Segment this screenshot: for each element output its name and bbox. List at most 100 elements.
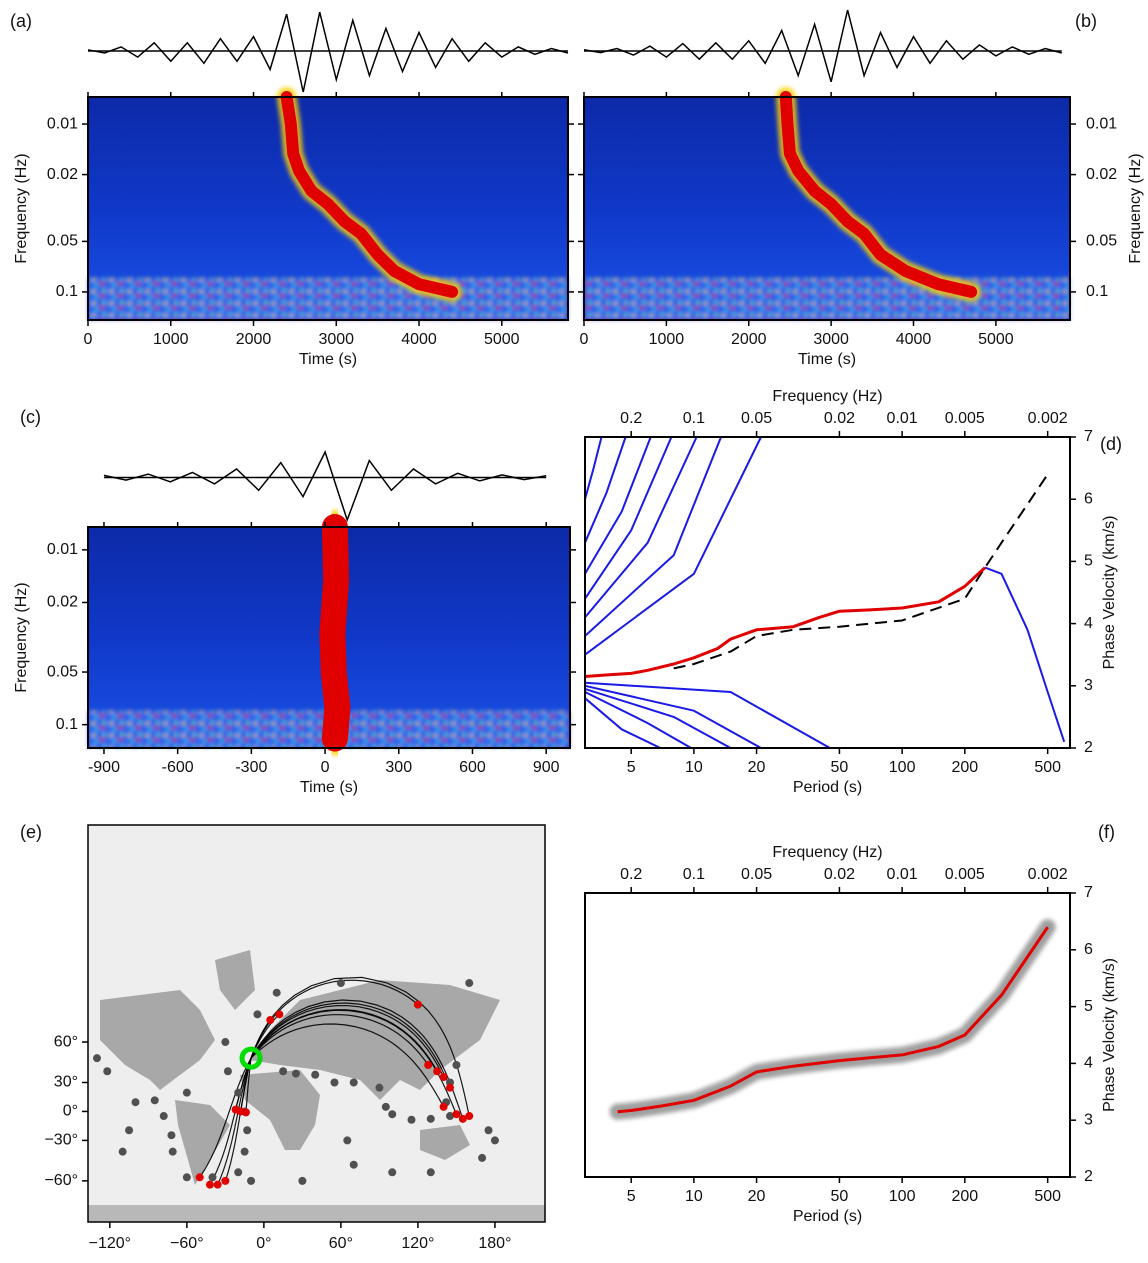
y-axis-title: Frequency (Hz) — [13, 153, 30, 263]
x2-tick-label: 0.002 — [1028, 410, 1068, 427]
ray-path — [250, 1014, 429, 1066]
y-tick-label: 0.01 — [1086, 115, 1117, 132]
series-line — [617, 926, 1049, 1114]
event — [221, 1176, 230, 1185]
series-line — [673, 473, 1049, 670]
x-tick-label: 900 — [533, 759, 560, 776]
x-tick-label: 100 — [889, 1188, 916, 1205]
seismicity-dot — [243, 1126, 252, 1135]
x-tick-label: 500 — [1034, 759, 1061, 776]
x-tick-label: 20 — [748, 759, 766, 776]
panel-label: (c) — [20, 407, 41, 427]
panel-label: (e) — [20, 822, 42, 842]
ray-path — [250, 1002, 451, 1088]
x-tick-label: 200 — [951, 1188, 978, 1205]
x-tick-label: 5000 — [484, 331, 520, 348]
y-tick-label: 6 — [1084, 941, 1093, 958]
event — [439, 1102, 448, 1111]
x-tick-label: 180° — [478, 1235, 511, 1252]
x2-tick-label: 0.02 — [824, 410, 855, 427]
seismicity-dot — [279, 1067, 288, 1076]
map-background — [88, 825, 545, 1222]
y-tick-label: 60° — [54, 1033, 78, 1050]
event — [275, 1010, 284, 1019]
seismicity-dot — [349, 1160, 358, 1169]
event — [458, 1114, 467, 1123]
x-tick-label: 5 — [627, 759, 636, 776]
seismicity-dot — [407, 1115, 416, 1124]
x-tick-label: 60° — [329, 1235, 353, 1252]
y-tick-label: 4 — [1084, 1055, 1093, 1072]
seismicity-dot — [168, 1147, 177, 1156]
noise-band — [88, 277, 568, 320]
series-line — [584, 566, 987, 678]
event — [433, 1067, 442, 1076]
ray-path — [199, 1057, 252, 1178]
y-tick-label: 0.01 — [47, 541, 78, 558]
plot-area — [585, 437, 1070, 748]
ray-path — [250, 1023, 445, 1108]
event — [266, 1015, 275, 1024]
waveform — [87, 11, 569, 93]
seismicity-dot — [349, 1078, 358, 1087]
seismicity-dot — [182, 1088, 191, 1097]
ray-path — [250, 999, 464, 1119]
y-tick-label: 7 — [1084, 884, 1093, 901]
seismicity-dot — [223, 1067, 232, 1076]
y-tick-label: 2 — [1084, 739, 1093, 756]
seismicity-dot — [159, 1112, 168, 1121]
seismicity-dot — [291, 1069, 300, 1078]
x-tick-label: 600 — [459, 759, 486, 776]
x-axis-title: Period (s) — [793, 779, 862, 796]
y-tick-label: 2 — [1084, 1168, 1093, 1185]
y-tick-label: 0.02 — [1086, 166, 1117, 183]
waveform — [103, 450, 547, 523]
y-tick-label: −60° — [44, 1172, 78, 1189]
seismicity-dot — [221, 1038, 230, 1047]
series-line — [584, 687, 732, 749]
y-tick-label: 7 — [1084, 428, 1093, 445]
x-tick-label: 0 — [84, 331, 93, 348]
seismicity-dot — [131, 1098, 140, 1107]
ridge — [280, 91, 459, 298]
x2-tick-label: 0.2 — [620, 410, 642, 427]
y-tick-label: 0.1 — [56, 283, 78, 300]
noise-band — [584, 277, 1070, 320]
x2-tick-label: 0.005 — [945, 410, 985, 427]
ridge — [319, 514, 351, 752]
x-tick-label: 2000 — [236, 331, 272, 348]
series-line — [584, 436, 627, 544]
x2-tick-label: 0.1 — [683, 866, 705, 883]
series-line — [984, 566, 1066, 743]
x-tick-label: 10 — [685, 759, 703, 776]
x-tick-label: 200 — [951, 759, 978, 776]
seismicity-dot — [272, 988, 281, 997]
event — [205, 1180, 214, 1189]
x-tick-label: 2000 — [731, 331, 767, 348]
x-tick-label: −60° — [170, 1235, 204, 1252]
y-tick-label: 3 — [1084, 677, 1093, 694]
panel-label: (a) — [10, 11, 32, 31]
seismicity-dot — [103, 1067, 112, 1076]
x-tick-label: 4000 — [401, 331, 437, 348]
x2-tick-label: 0.01 — [887, 410, 918, 427]
x-tick-label: 50 — [831, 759, 849, 776]
waveform — [583, 9, 1062, 83]
seismicity-dot — [247, 1176, 256, 1185]
seismicity-dot — [478, 1153, 487, 1162]
seismicity-dot — [452, 1060, 461, 1069]
seismicity-dot — [208, 1173, 217, 1182]
x2-tick-label: 0.01 — [887, 866, 918, 883]
seismicity-dot — [311, 1070, 320, 1079]
x-tick-label: 120° — [401, 1235, 434, 1252]
event — [241, 1108, 250, 1117]
y-tick-label: 0° — [63, 1103, 78, 1120]
seismicity-dot — [336, 979, 345, 988]
y-axis-title: Frequency (Hz) — [1127, 153, 1144, 263]
seismicity-dot — [330, 1078, 339, 1087]
x-axis-title: Time (s) — [299, 351, 357, 368]
x-tick-label: 10 — [685, 1188, 703, 1205]
seismicity-dot — [167, 1131, 176, 1140]
series-line — [584, 681, 831, 749]
map-frame — [87, 824, 546, 1223]
